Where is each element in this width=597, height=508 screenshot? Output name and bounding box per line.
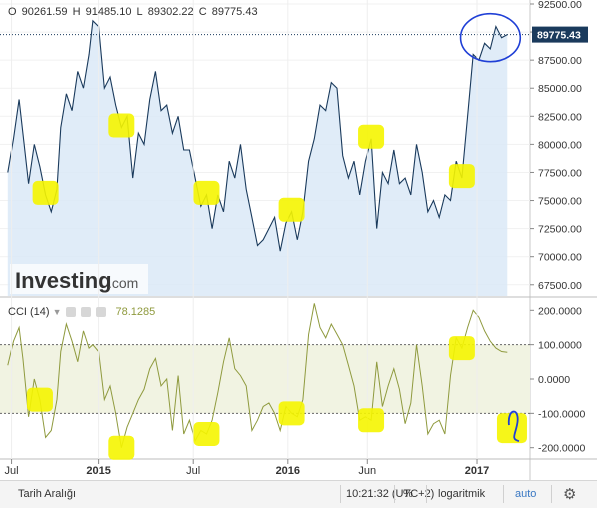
cci-value: 78.1285	[115, 306, 156, 318]
price-tick-label: 85000.00	[538, 83, 582, 95]
divider	[394, 485, 395, 503]
price-tick-label: 82500.00	[538, 111, 582, 123]
cci-band	[0, 344, 530, 414]
close-label: C	[198, 6, 207, 18]
cci-low-highlight	[448, 336, 475, 361]
price-panel: 67500.00 70000.00 72500.00 75000.00 77500.00…	[0, 0, 597, 480]
open-label: O	[8, 6, 17, 18]
x-tick-label: 2017	[465, 465, 489, 477]
divider	[503, 485, 504, 503]
cci-low-highlight	[278, 401, 305, 426]
cci-low-highlight	[108, 435, 135, 460]
annotation-layer	[26, 12, 527, 460]
annotation-circle	[459, 12, 522, 63]
cci-annotation-highlight	[496, 413, 527, 444]
last-price-badge	[532, 26, 588, 43]
price-tick-label: 70000.00	[538, 252, 582, 264]
low-value: 89302.22	[147, 6, 194, 18]
auto-scale-toggle[interactable]: auto	[515, 488, 537, 500]
cci-panel: 200.0000 100.0000 0.0000 -100.0000 -200.0000	[0, 303, 585, 455]
cci-tick-label: -100.0000	[538, 408, 585, 420]
x-tick-label: Jun	[358, 465, 376, 477]
cci-line	[7, 303, 508, 448]
x-tick-label: 2015	[86, 465, 110, 477]
x-axis: Jul 2015 Jul 2016 Jun 2017	[0, 0, 597, 477]
gear-icon[interactable]: ⚙	[563, 486, 577, 503]
price-tick-label: 72500.00	[538, 224, 582, 236]
price-low-highlight	[32, 180, 59, 205]
last-price-label: 89775.43	[537, 30, 581, 42]
open-value: 90261.59	[21, 6, 68, 18]
price-tick-label: 92500.00	[538, 0, 582, 11]
price-low-highlight	[448, 164, 475, 189]
cci-low-highlight	[193, 421, 220, 446]
price-tick-label: 87500.00	[538, 55, 582, 67]
cci-low-highlight	[26, 387, 53, 412]
cci-tick-label: -200.0000	[538, 443, 585, 455]
x-tick-label: Jul	[186, 465, 200, 477]
bottom-toolbar: Tarih Aralığı 10:21:32 (UTC+2) % logarit…	[0, 480, 597, 508]
low-label: L	[136, 6, 143, 18]
high-value: 91485.10	[85, 6, 132, 18]
cci-tick-label: 0.0000	[538, 374, 570, 386]
date-range-button[interactable]: Tarih Aralığı	[18, 488, 77, 500]
divider	[551, 485, 552, 503]
cci-tick-label: 100.0000	[538, 340, 582, 352]
high-label: H	[72, 6, 81, 18]
price-low-highlight	[193, 180, 220, 205]
watermark-backdrop	[10, 264, 148, 294]
divider	[426, 485, 427, 503]
price-tick-label: 75000.00	[538, 196, 582, 208]
divider	[340, 485, 341, 503]
cci-header: CCI (14) ▼ 78.1285	[8, 306, 155, 318]
clock-display: 10:21:32 (UTC+2)	[346, 488, 435, 500]
cci-low-highlight	[358, 408, 385, 433]
cci-tick-label: 200.0000	[538, 305, 582, 317]
chevron-down-icon[interactable]: ▼	[52, 307, 62, 317]
percent-toggle[interactable]: %	[403, 488, 413, 500]
price-tick-label: 67500.00	[538, 280, 582, 292]
chart-svg[interactable]: 67500.00 70000.00 72500.00 75000.00 77500.00…	[0, 0, 597, 480]
investing-logo-suffix: .com	[108, 275, 138, 291]
annotation-hook	[508, 410, 520, 442]
cci-label[interactable]: CCI (14)	[8, 306, 50, 318]
price-area	[7, 20, 508, 297]
price-line	[7, 19, 508, 252]
price-tick-label: 77500.00	[538, 167, 582, 179]
x-tick-label: Jul	[5, 465, 19, 477]
close-value: 89775.43	[211, 6, 258, 18]
price-tick-label: 80000.00	[538, 139, 582, 151]
close-icon[interactable]	[96, 307, 107, 317]
price-low-highlight	[358, 124, 385, 149]
price-low-highlight	[278, 197, 305, 222]
price-low-highlight	[108, 113, 135, 138]
gear-icon[interactable]	[81, 307, 92, 317]
ohlc-readout: O 90261.59 H 91485.10 L 89302.22 C 89775…	[8, 6, 260, 18]
settings-icon[interactable]	[66, 307, 77, 317]
x-tick-label: 2016	[276, 465, 300, 477]
investing-logo: Investing	[15, 268, 112, 293]
log-scale-toggle[interactable]: logaritmik	[438, 488, 486, 500]
